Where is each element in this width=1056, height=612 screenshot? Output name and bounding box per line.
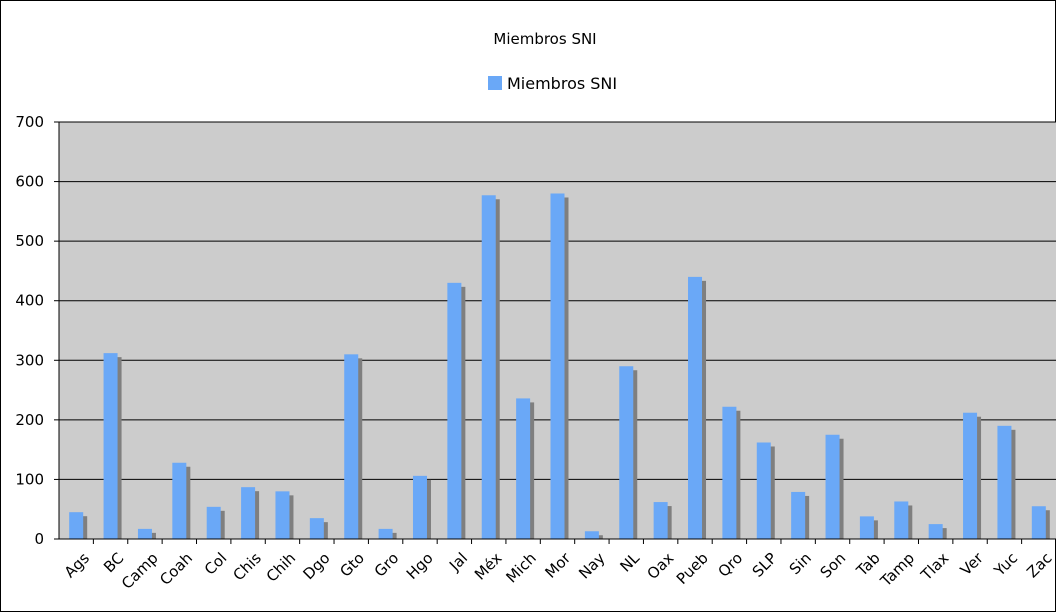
bar-camp (137, 528, 152, 539)
bar-sin (791, 491, 806, 539)
y-tick-label: 300 (15, 351, 44, 369)
y-tick-label: 100 (15, 470, 44, 488)
y-tick-label: 200 (15, 411, 44, 429)
bar-hgo (412, 475, 427, 539)
legend: Miembros SNI (488, 74, 617, 93)
legend-label: Miembros SNI (507, 74, 617, 93)
bar-son (825, 434, 840, 539)
bar-pueb (688, 276, 703, 539)
bar-dgo (309, 518, 324, 539)
bar-mor (550, 193, 565, 539)
y-tick-label: 700 (15, 113, 44, 131)
y-tick-label: 0 (34, 530, 44, 548)
y-tick-label: 600 (15, 173, 44, 191)
bar-nay (584, 531, 599, 539)
y-axis-ticks: 0 100 200 300 400 500 600 700 (15, 113, 59, 548)
y-tick-label: 500 (15, 232, 44, 250)
bar-tlax (928, 524, 943, 539)
bar-ags (69, 512, 84, 539)
bar-coah (172, 462, 187, 539)
bar-jal (447, 282, 462, 539)
bar-méx (481, 195, 496, 539)
bar-yuc (997, 425, 1012, 539)
bar-col (206, 506, 221, 539)
bar-gro (378, 528, 393, 539)
bar-mich (516, 398, 531, 539)
legend-swatch (488, 76, 502, 90)
y-tick-label: 400 (15, 292, 44, 310)
bar-gto (344, 354, 359, 539)
bar-oax (653, 502, 668, 539)
bar-qro (722, 406, 737, 539)
bar-ver (963, 412, 978, 539)
bar-chih (275, 491, 290, 539)
bar-chis (241, 487, 256, 539)
bar-tab (859, 516, 874, 539)
bars (69, 193, 1050, 539)
bar-bc (103, 353, 118, 539)
bar-zac (1031, 506, 1046, 539)
bar-nl (619, 366, 634, 539)
bar-tamp (894, 501, 909, 539)
chart-title: Miembros SNI (493, 30, 596, 48)
bar-slp (756, 442, 771, 539)
